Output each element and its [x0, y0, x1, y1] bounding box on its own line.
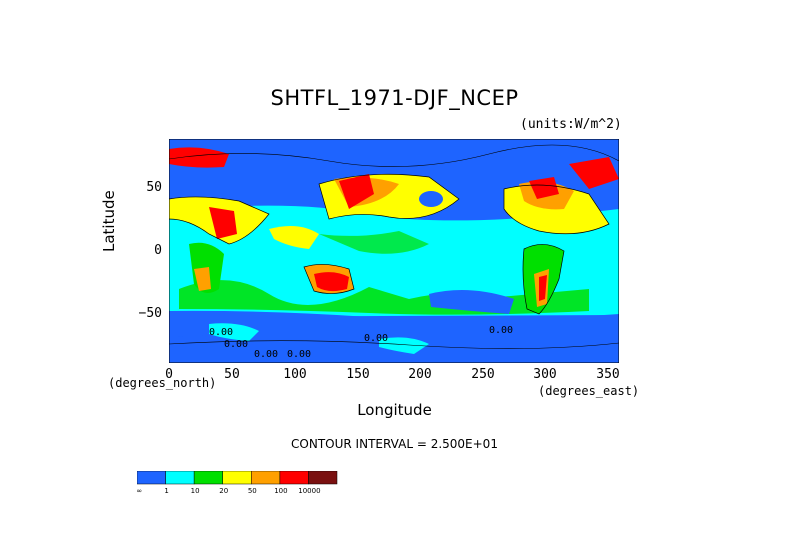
- y-tick-label: −50: [138, 306, 162, 321]
- colorbar-label: 50: [248, 487, 257, 495]
- x-tick-label: 300: [533, 367, 557, 382]
- map-region: [539, 275, 547, 301]
- y-axis-label: Latitude: [100, 190, 118, 252]
- colorbar-label: 20: [219, 487, 228, 495]
- x-unit-right: (degrees_east): [538, 384, 640, 398]
- x-tick-label: 200: [408, 367, 432, 382]
- y-tick-label: 0: [154, 243, 162, 258]
- colorbar: -∞ 1 10 20 50 100 10000: [137, 471, 338, 495]
- map-label: 0.00: [224, 339, 248, 350]
- x-tick-label: 0: [165, 367, 173, 382]
- x-tick-label: 50: [224, 367, 240, 382]
- contour-line: [303, 264, 355, 294]
- map-label: 0.00: [364, 333, 388, 344]
- colorbar-swatch: [251, 471, 281, 485]
- x-axis-label: Longitude: [357, 401, 432, 419]
- map-region: [209, 207, 237, 239]
- colorbar-label: -∞: [137, 487, 142, 495]
- colorbar-label: 10: [191, 487, 200, 495]
- contour-line: [318, 173, 460, 220]
- x-tick-label: 100: [283, 367, 307, 382]
- map-label: 0.00: [254, 349, 278, 360]
- map-region: [194, 267, 211, 291]
- x-tick-label: 150: [346, 367, 370, 382]
- contour-interval-text: CONTOUR INTERVAL = 2.500E+01: [291, 437, 498, 451]
- colorbar-swatch: [193, 471, 223, 485]
- map-region: [314, 272, 349, 292]
- map-region: [429, 290, 514, 314]
- heatmap-map: 0.00 0.00 0.00 0.00 0.00 0.00: [169, 139, 619, 363]
- colorbar-swatch: [137, 471, 166, 485]
- colorbar-swatch: [165, 471, 195, 485]
- colorbar-swatch: [308, 471, 338, 485]
- map-region: [319, 231, 429, 254]
- map-region: [169, 147, 229, 168]
- contour-line: [503, 184, 610, 235]
- units-label: (units:W/m^2): [520, 117, 622, 132]
- map-region: [529, 177, 559, 199]
- map-label: 0.00: [209, 327, 233, 338]
- plot-title: SHTFL_1971-DJF_NCEP: [270, 86, 519, 110]
- colorbar-label: 10000: [298, 487, 320, 495]
- contour-line: [169, 196, 270, 245]
- colorbar-swatch: [279, 471, 309, 485]
- x-unit-left: (degrees_north): [108, 376, 217, 390]
- map-region: [269, 225, 319, 249]
- contour-line: [169, 144, 619, 167]
- x-tick-label: 250: [471, 367, 495, 382]
- y-tick-label: 50: [146, 180, 162, 195]
- map-region: [209, 323, 259, 341]
- colorbar-swatch: [222, 471, 252, 485]
- map-label: 0.00: [489, 325, 513, 336]
- contour-line: [522, 244, 565, 315]
- map-region: [419, 191, 443, 207]
- map-region: [379, 337, 429, 354]
- map-region: [569, 157, 619, 189]
- colorbar-label: 1: [164, 487, 168, 495]
- map-region: [339, 174, 374, 209]
- colorbar-label: 100: [274, 487, 287, 495]
- x-tick-label: 350: [596, 367, 620, 382]
- contour-line: [169, 340, 619, 349]
- map-label: 0.00: [287, 349, 311, 360]
